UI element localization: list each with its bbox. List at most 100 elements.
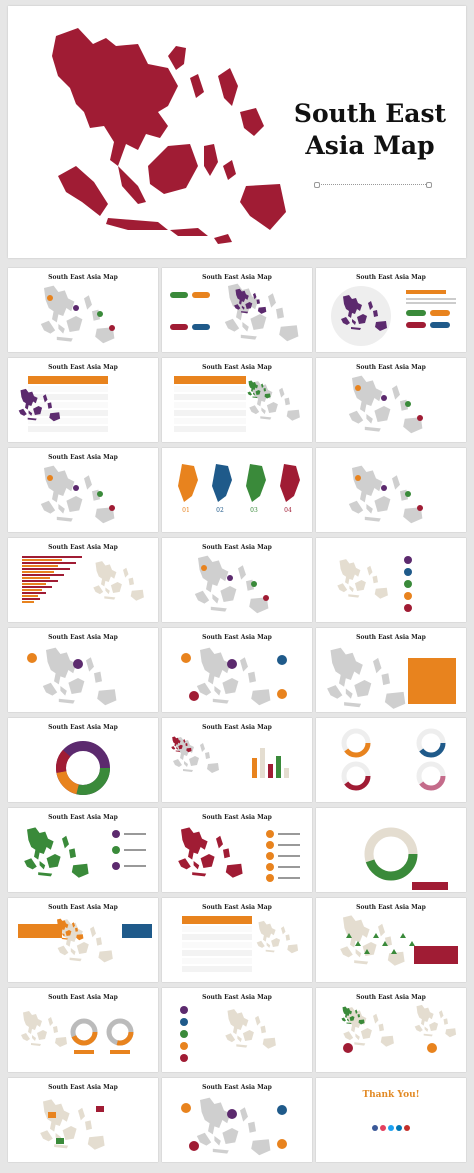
slide-title: South East Asia Map bbox=[48, 1084, 118, 1091]
thank-you-title: Thank You! bbox=[362, 1090, 420, 1100]
slide-title: South East Asia Map bbox=[48, 814, 118, 821]
svg-text:02: 02 bbox=[216, 507, 224, 514]
slide-title: South East Asia Map bbox=[356, 364, 426, 371]
slide-preview-graphic bbox=[341, 1004, 457, 1053]
svg-text:03: 03 bbox=[250, 507, 258, 514]
slide-preview-graphic bbox=[194, 555, 269, 614]
slide-preview-graphic bbox=[181, 647, 287, 706]
social-icon[interactable] bbox=[372, 1125, 378, 1131]
slide-title: South East Asia Map bbox=[48, 994, 118, 1001]
slide-thumbnail[interactable] bbox=[316, 808, 466, 892]
slide-thumbnail[interactable]: South East Asia Map bbox=[8, 448, 158, 532]
slide-thumbnail[interactable]: South East Asia Map bbox=[316, 988, 466, 1072]
slide-title: South East Asia Map bbox=[356, 274, 426, 281]
slide-preview-graphic bbox=[18, 918, 152, 963]
slide-preview-graphic bbox=[340, 915, 458, 966]
slide-title: South East Asia Map bbox=[48, 364, 118, 371]
slide-thumbnail[interactable]: South East Asia Map bbox=[316, 898, 466, 982]
slide-thumbnail[interactable]: South East Asia Map bbox=[162, 538, 312, 622]
slide-preview-graphic bbox=[40, 285, 115, 344]
slide-title: South East Asia Map bbox=[48, 724, 118, 731]
slide-title: South East Asia Map bbox=[202, 634, 272, 641]
slide-thumbnail[interactable] bbox=[316, 718, 466, 802]
slide-thumbnail[interactable] bbox=[316, 448, 466, 532]
slide-preview-graphic bbox=[21, 1011, 134, 1054]
slide-title: South East Asia Map bbox=[202, 1084, 272, 1091]
slide-thumbnail[interactable]: South East Asia Map bbox=[162, 268, 312, 352]
slide-thumbnail[interactable]: South East Asia Map bbox=[8, 538, 158, 622]
slide-preview-graphic bbox=[180, 1006, 276, 1062]
slide-thumbnail[interactable]: South East Asia Map bbox=[162, 988, 312, 1072]
slide-preview-graphic bbox=[348, 465, 423, 524]
slide-title: South East Asia Map bbox=[202, 724, 272, 731]
south-east-asia-map bbox=[52, 28, 286, 244]
cover-title-line-2: Asia Map bbox=[305, 131, 435, 160]
social-icon[interactable] bbox=[404, 1125, 410, 1131]
slide-title: South East Asia Map bbox=[48, 904, 118, 911]
slide-thumbnail[interactable]: Thank You! bbox=[316, 1078, 466, 1162]
slide-preview-graphic bbox=[178, 827, 300, 882]
slide-title: South East Asia Map bbox=[48, 544, 118, 551]
slide-thumbnail[interactable]: South East Asia Map bbox=[162, 358, 312, 442]
slide-preview-graphic bbox=[40, 1099, 105, 1150]
slide-title: South East Asia Map bbox=[202, 364, 272, 371]
slide-preview-graphic bbox=[348, 375, 423, 434]
slide-title: South East Asia Map bbox=[356, 904, 426, 911]
slide-thumbnail[interactable] bbox=[316, 538, 466, 622]
slide-title: South East Asia Map bbox=[48, 274, 118, 281]
title-divider bbox=[314, 182, 432, 188]
cover-title: South East Asia Map bbox=[290, 98, 450, 162]
svg-text:04: 04 bbox=[284, 507, 292, 514]
slide-title: South East Asia Map bbox=[202, 994, 272, 1001]
slide-title: South East Asia Map bbox=[202, 274, 272, 281]
slide-thumbnail[interactable]: South East Asia Map bbox=[8, 718, 158, 802]
slide-title: South East Asia Map bbox=[48, 634, 118, 641]
social-icon[interactable] bbox=[396, 1125, 402, 1131]
slide-preview-graphic bbox=[337, 556, 412, 612]
slide-preview-graphic bbox=[364, 827, 448, 890]
slide-preview-graphic bbox=[171, 736, 289, 778]
slide-thumbnail[interactable]: South East Asia Map bbox=[162, 628, 312, 712]
slide-preview-graphic bbox=[170, 283, 299, 342]
slide-preview-graphic bbox=[40, 465, 115, 524]
slide-thumbnail[interactable]: South East Asia Map bbox=[316, 628, 466, 712]
slide-preview-graphic bbox=[56, 741, 110, 795]
slide-thumbnail[interactable]: South East Asia Map bbox=[8, 358, 158, 442]
slide-thumbnail[interactable]: South East Asia Map bbox=[8, 268, 158, 352]
slide-preview-graphic bbox=[174, 376, 300, 432]
slide-title: South East Asia Map bbox=[48, 454, 118, 461]
slide-preview-graphic: 01 02 03 04 bbox=[178, 464, 300, 514]
slide-preview-graphic bbox=[331, 286, 456, 346]
svg-text:01: 01 bbox=[182, 507, 190, 514]
slide-thumbnail[interactable]: South East Asia Map bbox=[316, 268, 466, 352]
slide-preview-graphic bbox=[327, 647, 456, 709]
slide-thumbnail-grid: South East Asia Map South East Asia Map bbox=[8, 268, 466, 1162]
slide-thumbnail[interactable]: South East Asia Map bbox=[8, 898, 158, 982]
slide-title: South East Asia Map bbox=[356, 634, 426, 641]
slide-thumbnail[interactable]: South East Asia Map bbox=[162, 898, 312, 982]
slide-preview-graphic bbox=[18, 376, 108, 432]
cover-slide[interactable]: South East Asia Map bbox=[8, 6, 466, 258]
slide-preview-graphic bbox=[181, 1097, 287, 1156]
slide-thumbnail[interactable]: South East Asia Map bbox=[162, 808, 312, 892]
slide-title: South East Asia Map bbox=[202, 544, 272, 551]
cover-title-line-1: South East bbox=[293, 99, 447, 128]
slide-preview-graphic bbox=[24, 827, 146, 878]
social-icon[interactable] bbox=[388, 1125, 394, 1131]
slide-thumbnail[interactable]: South East Asia Map bbox=[316, 358, 466, 442]
slide-title: South East Asia Map bbox=[202, 814, 272, 821]
slide-preview-graphic bbox=[341, 728, 446, 791]
slide-thumbnail[interactable]: South East Asia Map bbox=[8, 988, 158, 1072]
slide-thumbnail[interactable]: South East Asia Map bbox=[8, 808, 158, 892]
slide-thumbnail[interactable]: South East Asia Map bbox=[8, 628, 158, 712]
slide-thumbnail[interactable]: 01 02 03 04 bbox=[162, 448, 312, 532]
slide-title: South East Asia Map bbox=[356, 994, 426, 1001]
slide-preview-graphic bbox=[182, 916, 299, 972]
slide-title: South East Asia Map bbox=[202, 904, 272, 911]
slide-thumbnail[interactable]: South East Asia Map bbox=[8, 1078, 158, 1162]
slide-thumbnail[interactable]: South East Asia Map bbox=[162, 1078, 312, 1162]
slide-preview-graphic bbox=[22, 556, 144, 603]
slide-preview-graphic bbox=[27, 647, 117, 706]
social-icon[interactable] bbox=[380, 1125, 386, 1131]
slide-thumbnail[interactable]: South East Asia Map bbox=[162, 718, 312, 802]
